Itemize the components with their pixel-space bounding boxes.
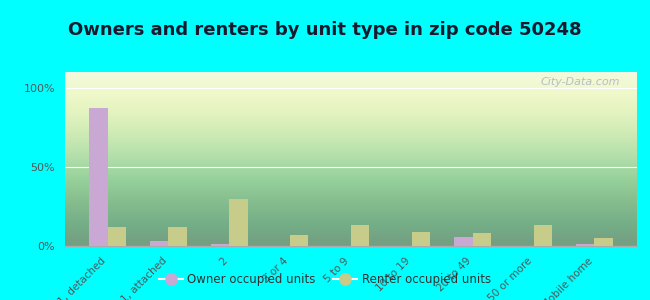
- Bar: [534, 225, 552, 246]
- Bar: [576, 244, 594, 246]
- Bar: [150, 241, 168, 246]
- Bar: [351, 225, 369, 246]
- Text: City-Data.com: City-Data.com: [540, 77, 620, 87]
- Bar: [108, 227, 126, 246]
- Legend: Owner occupied units, Renter occupied units: Owner occupied units, Renter occupied un…: [154, 269, 496, 291]
- Bar: [473, 233, 491, 246]
- Bar: [229, 199, 248, 246]
- Bar: [290, 235, 308, 246]
- Bar: [412, 232, 430, 246]
- Bar: [168, 227, 187, 246]
- Text: Owners and renters by unit type in zip code 50248: Owners and renters by unit type in zip c…: [68, 21, 582, 39]
- Bar: [454, 236, 473, 246]
- Bar: [211, 244, 229, 246]
- Bar: [594, 238, 613, 246]
- Bar: [89, 108, 108, 246]
